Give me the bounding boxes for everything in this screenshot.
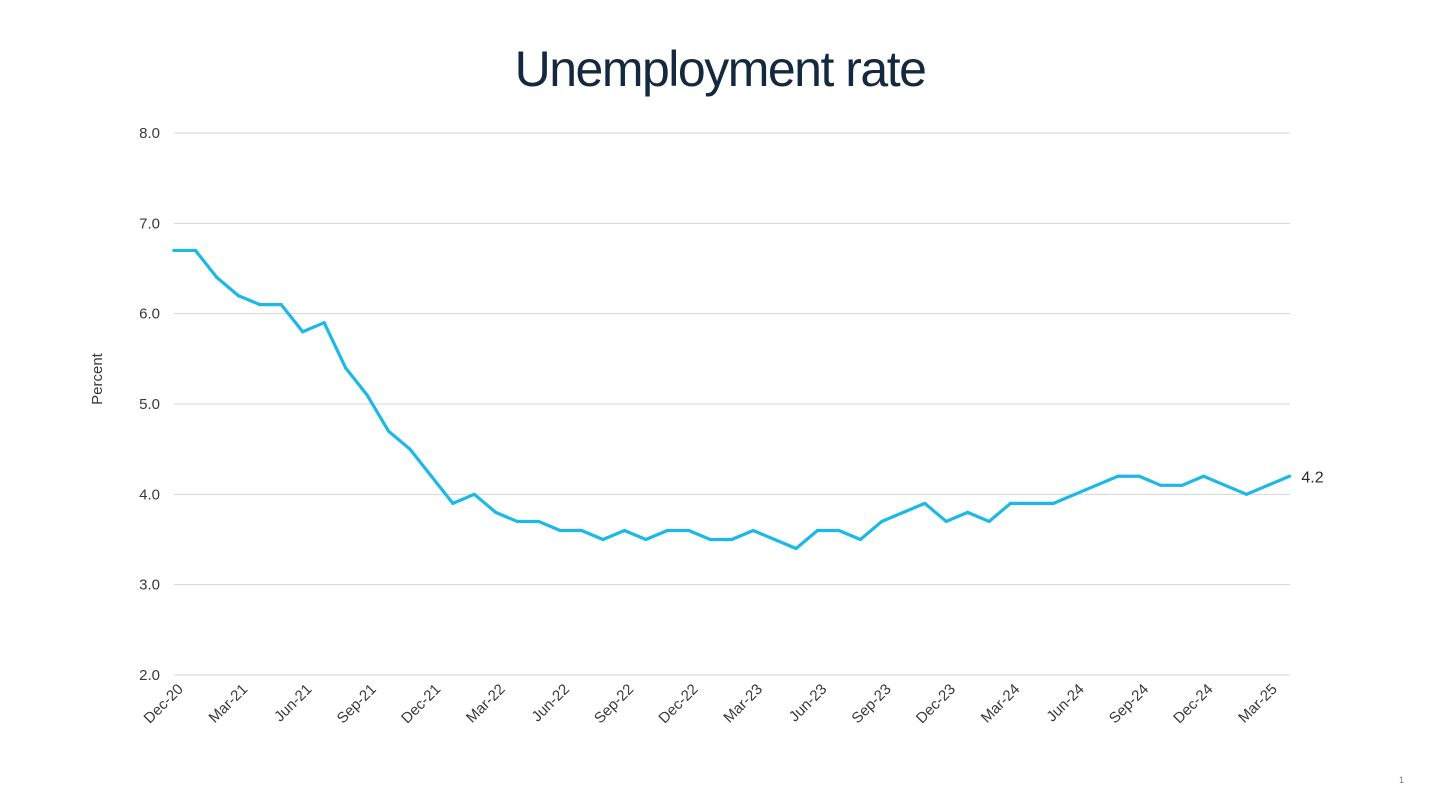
data-point [258,303,262,307]
x-tick-label: Mar-21 [206,681,252,727]
data-point [622,528,627,533]
data-point [1223,483,1227,487]
x-tick-label: Sep-24 [1106,681,1152,727]
data-point [901,510,905,514]
data-point [1266,483,1270,487]
data-point [1116,474,1120,478]
data-point [708,537,712,542]
data-point [1094,483,1098,487]
series-layer [172,248,1292,551]
data-point [515,519,519,524]
x-tick-label: Mar-24 [978,681,1024,727]
data-point [472,492,476,496]
data-point [987,519,991,524]
data-point [773,537,777,542]
data-point [1287,474,1291,478]
page-number: 1 [1398,775,1404,785]
data-point [1202,474,1206,478]
data-point [923,501,927,505]
y-tick-label: 2.0 [139,667,160,684]
data-point [837,528,841,533]
x-tick-label: Dec-22 [655,681,701,727]
end-value-label: 4.2 [1301,469,1323,486]
data-point [279,303,283,307]
data-point [944,519,948,524]
data-point [687,528,691,533]
data-point [1180,483,1184,487]
y-tick-label: 4.0 [139,486,160,503]
data-point [751,528,755,533]
data-point [322,321,326,325]
x-tick-label: Jun-24 [1043,681,1087,725]
data-point [665,528,669,533]
data-point [301,330,305,334]
data-point [193,248,198,253]
data-point [1073,492,1077,496]
data-point [451,501,455,505]
y-tick-label: 8.0 [139,125,160,142]
data-point [815,528,820,533]
data-point [1137,474,1141,478]
y-tick-label: 6.0 [139,306,160,323]
x-tick-label: Mar-22 [463,681,509,727]
data-point [1159,483,1163,487]
x-tick-label: Dec-23 [913,681,959,727]
x-axis-ticks: Dec-20 Mar-21 Jun-21 Sep-21 Dec-21 Mar-22 Jun-… [141,681,1281,727]
y-tick-label: 7.0 [139,215,160,232]
data-point [1008,501,1013,505]
data-point [365,393,369,397]
x-tick-label: Dec-24 [1170,681,1216,727]
data-point [172,248,176,253]
gridlines [174,132,1290,676]
data-point [537,519,541,524]
data-point [236,294,240,298]
data-point [730,537,734,542]
x-tick-label: Mar-23 [720,681,766,727]
x-tick-label: Jun-21 [271,681,315,725]
x-tick-label: Sep-23 [848,681,894,727]
y-tick-label: 5.0 [139,396,160,413]
data-point [386,429,391,433]
x-tick-label: Dec-20 [141,681,187,727]
data-point [558,528,562,533]
x-tick-label: Sep-21 [334,681,380,727]
data-point [794,546,798,551]
x-tick-label: Jun-22 [528,681,572,725]
data-point [579,528,584,533]
data-point [429,474,433,478]
y-tick-label: 3.0 [139,577,160,594]
data-point [1051,501,1056,505]
data-point [215,275,219,280]
x-tick-label: Sep-22 [591,681,637,727]
series-line [172,248,1292,551]
data-point [344,366,348,370]
y-axis-ticks: 2.0 3.0 4.0 5.0 6.0 7.0 8.0 [139,125,160,684]
x-tick-label: Jun-23 [786,681,830,725]
y-axis-label: Percent [89,352,106,405]
chart-title: Unemployment rate [514,41,927,97]
data-point [858,537,863,542]
data-point [494,510,498,514]
data-point [408,447,412,451]
x-tick-label: Dec-21 [398,681,444,727]
data-point [1244,492,1249,496]
data-point [644,537,648,542]
data-point [880,519,884,524]
data-point [1030,501,1034,505]
x-tick-label: Mar-25 [1235,681,1281,727]
data-point [601,537,605,542]
data-point [966,510,970,514]
